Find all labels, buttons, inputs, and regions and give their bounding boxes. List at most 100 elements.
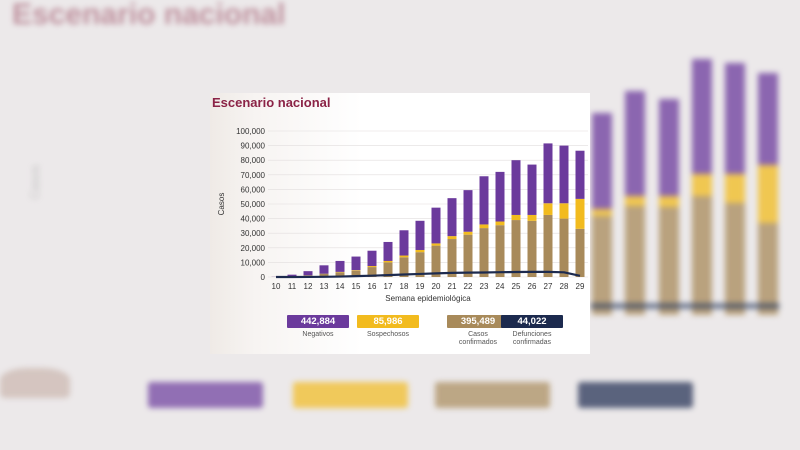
background-bar-segment [659,99,679,197]
x-tick-label: 13 [320,282,329,291]
bar-segment-confirmados [511,220,521,277]
x-tick-label: 27 [544,282,553,291]
bar-segment-sospechosos [415,249,425,253]
background-bar-segment [692,173,712,196]
background-bar-segment [659,196,679,208]
chart-title: Escenario nacional [212,95,331,110]
y-tick-label: 90,000 [241,142,266,151]
bar-segment-sospechosos [447,236,457,240]
bar-segment-confirmados [463,234,473,277]
x-tick-label: 20 [432,282,441,291]
y-tick-label: 50,000 [241,200,266,209]
background-logo [0,368,70,398]
x-tick-label: 19 [416,282,425,291]
x-tick-label: 11 [288,282,297,291]
y-tick-label: 40,000 [241,215,266,224]
bar-segment-confirmados [527,220,537,277]
y-tick-label: 20,000 [241,244,266,253]
x-tick-label: 18 [400,282,409,291]
bar-segment-sospechosos [527,214,537,221]
bar-segment-sospechosos [463,231,473,235]
background-bar [758,72,778,315]
bar-segment-confirmados [399,257,409,277]
background-bar [692,58,712,315]
legend: 442,884 Negativos 85,986 Sospechosos 395,489… [210,315,590,353]
background-bar-segment [725,173,745,203]
bar-segment-negativos [495,171,505,222]
bar-segment-sospechosos [367,266,377,268]
x-tick-label: 28 [560,282,569,291]
x-tick-label: 10 [272,282,281,291]
bar-segment-negativos [479,176,489,225]
legend-label: Defunciones confirmadas [512,331,552,346]
bar-segment-negativos [303,271,313,276]
bar-segment-sospechosos [575,198,585,229]
line-defunciones [275,270,581,279]
legend-label: Negativos [302,331,334,338]
bar-segment-negativos [527,164,537,215]
x-tick-label: 15 [352,282,361,291]
x-axis-label: Semana epidemiológica [385,294,471,303]
bar-segment-negativos [287,274,297,277]
bar-segment-confirmados [415,252,425,277]
y-tick-label: 60,000 [241,185,266,194]
x-tick-label: 23 [480,282,489,291]
background-title: Escenario nacional [12,0,286,31]
background-bar-segment [625,196,645,206]
x-tick-label: 16 [368,282,377,291]
bar-segment-negativos [575,150,585,199]
background-bar-segment [592,208,612,216]
background-bar-segment [625,91,645,197]
chart-plot: 0 10,000 20,000 30,000 40,000 50,000 60,000 70,… [217,127,588,303]
bar-segment-confirmados [351,270,361,277]
bar-segment-confirmados [543,214,553,277]
bar-segment-sospechosos [559,203,569,219]
bar-segment-negativos [415,220,425,250]
y-tick-label: 100,000 [236,127,265,136]
background-bar-segment [725,63,745,174]
legend-item: 442,884 Negativos [278,315,358,339]
chart-card: Escenario nacional 0 10,000 20,000 30,000 40… [210,93,590,354]
bar-segment-negativos [511,160,521,215]
legend-label: Sospechosos [366,331,410,338]
legend-value: 44,022 [501,315,563,328]
bar-segment-confirmados [447,239,457,277]
bar-segment-sospechosos [511,214,521,221]
bar-segment-confirmados [479,228,489,277]
background-legend-pill [148,382,263,408]
bar-segment-negativos [351,256,361,271]
bar-segment-sospechosos [431,243,441,246]
bar-segment-confirmados [495,225,505,277]
x-tick-label: 24 [496,282,505,291]
bar-segment-confirmados [367,267,377,277]
y-tick-label: 70,000 [241,171,266,180]
legend-item: 395,489 Casos confirmados [438,315,518,347]
background-bar [725,63,745,315]
background-bar-segment [625,205,645,315]
bar-segment-confirmados [575,228,585,277]
legend-item: 85,986 Sospechosos [348,315,428,339]
background-legend-pill [435,382,550,408]
x-tick-label: 29 [576,282,585,291]
bar-segment-confirmados [335,272,345,277]
background-bar-segment [692,196,712,315]
legend-item: 44,022 Defunciones confirmadas [492,315,572,347]
background-bar [625,91,645,315]
y-tick-label: 10,000 [241,258,266,267]
bar-segment-sospechosos [479,224,489,229]
bar-segment-negativos [559,145,569,204]
background-ylabel: Casos [28,164,43,200]
bar-segment-sospechosos [495,221,505,226]
y-tick-label: 30,000 [241,229,266,238]
legend-value: 395,489 [447,315,509,328]
background-bar [592,113,612,315]
x-tick-label: 26 [528,282,537,291]
background-bar [659,99,679,315]
bar-segment-sospechosos [351,270,361,271]
background-bar-segment [692,58,712,174]
background-legend-pill [293,382,408,408]
bar-segment-confirmados [431,245,441,277]
x-tick-label: 12 [304,282,313,291]
bar-segment-negativos [463,190,473,232]
